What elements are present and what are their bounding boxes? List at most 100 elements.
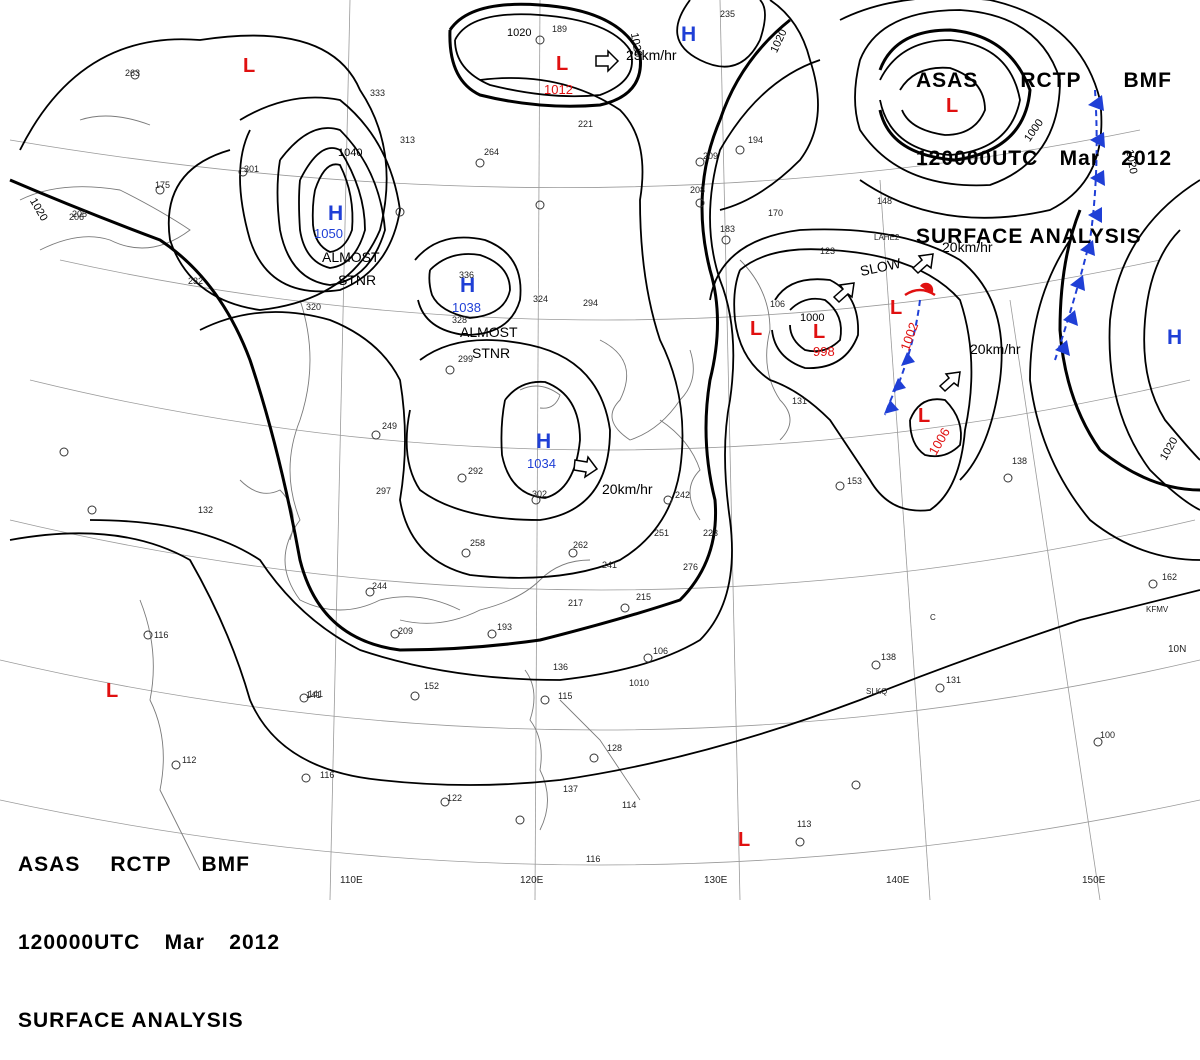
station-value: 292 (468, 466, 483, 476)
station-value: 131 (946, 675, 961, 685)
latitude-label: 10N (1168, 644, 1186, 655)
station-value: 100 (1100, 730, 1115, 740)
station-value: 189 (552, 24, 567, 34)
motion-arrows (573, 49, 961, 479)
low-center-symbol: L (106, 680, 118, 702)
annotations: 25km/hr 20km/hr 20km/hr 20km/hr ALMOST S… (322, 47, 1021, 497)
low-center-symbol: L (750, 318, 762, 340)
high-center-symbol: H (460, 274, 475, 297)
header-line-1: ASAS RCTP BMF (18, 852, 250, 878)
header-month: Mar (164, 931, 205, 954)
weather-map: 1040 1020 1020 1020 1020 1000 1000 1020 … (0, 0, 1200, 900)
station-value: 138 (1012, 456, 1027, 466)
station-value: 123 (820, 246, 835, 256)
low-center-symbol: L (946, 95, 958, 117)
isobar-label: 1020 (768, 27, 789, 54)
isobar-label: 1000 (800, 312, 824, 324)
note: SLOW (859, 255, 903, 279)
header-line-2: 120000UTC Mar 2012 (916, 146, 1172, 172)
station-value: 153 (847, 476, 862, 486)
motion-label: 20km/hr (602, 481, 653, 497)
station-value: 251 (654, 528, 669, 538)
low-center-symbol: L (738, 829, 750, 851)
header-time: 120000UTC (916, 147, 1039, 170)
station-value: 235 (720, 9, 735, 19)
low-centers: L 1012 L 998 L 1002 L 1006 L L L L L (106, 53, 958, 851)
station-value: 137 (563, 784, 578, 794)
high-center-symbol: H (536, 430, 551, 453)
high-center-value: 1038 (452, 300, 481, 315)
isobar-label: 1040 (338, 147, 362, 159)
station-value: 244 (372, 581, 387, 591)
header-year: 2012 (1121, 147, 1172, 170)
station-value: 131 (792, 396, 807, 406)
header-title: SURFACE ANALYSIS (18, 1009, 244, 1032)
station-id: C (930, 613, 936, 622)
station-value: 138 (881, 652, 896, 662)
low-center-value: 1012 (544, 82, 573, 97)
map-header-top: ASAS RCTP BMF 120000UTC Mar 2012 SURFACE… (916, 16, 1172, 276)
station-value: 175 (155, 180, 170, 190)
station-value: 276 (683, 562, 698, 572)
note: STNR (472, 345, 510, 361)
station-value: 141 (306, 690, 321, 700)
station-value: 333 (370, 88, 385, 98)
low-center-symbol: L (890, 297, 902, 319)
station-value: 116 (320, 770, 334, 780)
station-value: 209 (398, 626, 413, 636)
station-value: 264 (484, 147, 499, 157)
station-value: 116 (154, 630, 168, 640)
station-value: 241 (602, 560, 617, 570)
station-value: 242 (675, 490, 690, 500)
isobars-thick (9, 2, 1200, 652)
station-value: 1010 (629, 678, 649, 688)
header-time: 120000UTC (18, 931, 141, 954)
station-value: 205 (72, 209, 87, 219)
station-value: 328 (452, 315, 467, 325)
station-value: 320 (306, 302, 321, 312)
station-id: LAHE2 (874, 233, 900, 242)
isobar-label: 1020 (628, 32, 644, 58)
station-values: 263 333 313 264 221 189 235 209 208 194 … (69, 9, 1177, 864)
map-header-bottom: ASAS RCTP BMF 120000UTC Mar 2012 SURFACE… (18, 800, 280, 1060)
station-value: 336 (459, 270, 474, 280)
station-value: 148 (877, 196, 892, 206)
high-center-symbol: H (328, 202, 343, 225)
station-value: 106 (770, 299, 785, 309)
header-code: BMF (1123, 69, 1172, 92)
station-value: 112 (182, 755, 196, 765)
station-value: 249 (382, 421, 397, 431)
station-id: KFMV (1146, 605, 1169, 614)
station-value: 115 (558, 691, 572, 701)
station-value: 141 (308, 689, 323, 699)
lat-lon-grid (0, 0, 1200, 900)
station-value: 170 (768, 208, 783, 218)
header-code: BMF (201, 853, 250, 876)
station-value: 301 (244, 164, 259, 174)
warm-front (904, 282, 936, 297)
header-station: RCTP (1020, 69, 1082, 92)
station-value: 193 (497, 622, 512, 632)
station-value: 297 (376, 486, 391, 496)
station-value: 128 (607, 743, 622, 753)
station-value: 324 (533, 294, 548, 304)
station-value: 136 (553, 662, 568, 672)
station-value: 152 (424, 681, 439, 691)
header-agency: ASAS (18, 853, 81, 876)
station-value: 262 (573, 540, 588, 550)
longitude-label: 120E (520, 875, 544, 886)
isobars (9, 0, 1200, 786)
header-line-1: ASAS RCTP BMF (916, 68, 1172, 94)
header-agency: ASAS (916, 69, 979, 92)
isobar-label: 1020 (507, 27, 531, 39)
high-center-value: 1034 (527, 456, 556, 471)
low-center-symbol: L (556, 53, 568, 75)
station-value: 194 (748, 135, 763, 145)
station-value: 263 (125, 68, 140, 78)
station-value: 114 (622, 800, 636, 810)
low-center-value: 1002 (897, 320, 921, 352)
high-center-symbol: H (1167, 326, 1182, 349)
station-value: 217 (568, 598, 583, 608)
high-centers: H 1050 H 1038 H 1034 H H (314, 23, 1182, 471)
station-value: 209 (703, 151, 718, 161)
